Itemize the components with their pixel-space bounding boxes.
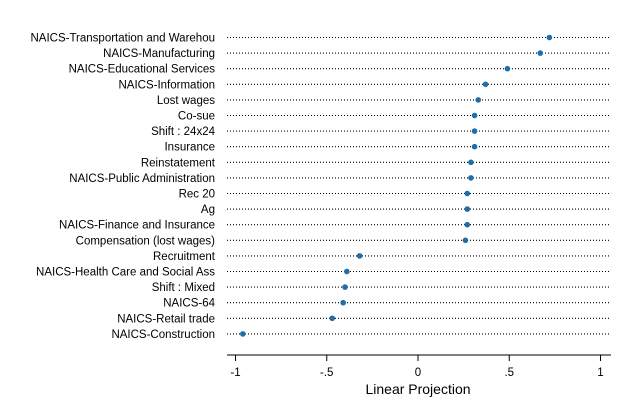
- category-label: NAICS-64: [163, 298, 215, 310]
- data-point: [537, 50, 544, 56]
- x-tick-label: 0: [415, 367, 421, 379]
- chart-row: Lost wages: [157, 95, 611, 107]
- category-label: NAICS-Educational Services: [69, 64, 216, 76]
- data-point: [329, 315, 336, 322]
- category-label: Shift : Mixed: [152, 282, 215, 294]
- data-point: [468, 175, 474, 181]
- chart-row: Compensation (lost wages): [76, 235, 611, 247]
- data-point: [342, 284, 348, 290]
- x-tick-label: -.5: [320, 367, 333, 379]
- category-label: Rec 20: [179, 189, 215, 201]
- chart-rows: NAICS-Transportation and Warehou NAICS-Ma…: [30, 33, 611, 341]
- chart-row: NAICS-Information: [118, 79, 611, 91]
- data-point: [344, 268, 350, 275]
- chart-row: Insurance: [164, 142, 611, 154]
- data-point: [475, 97, 482, 103]
- chart-row: NAICS-Construction: [111, 329, 611, 341]
- data-point: [471, 128, 478, 134]
- category-label: Recruitment: [153, 251, 216, 263]
- category-label: NAICS-Retail trade: [117, 313, 215, 325]
- data-point: [471, 112, 478, 119]
- chart-row: Ag: [201, 204, 611, 216]
- category-label: Compensation (lost wages): [76, 235, 216, 247]
- chart-row: Reinstatement: [141, 157, 611, 169]
- data-point: [468, 159, 474, 166]
- chart-row: NAICS-Health Care and Social Ass: [36, 267, 611, 279]
- category-label: NAICS-Construction: [111, 329, 215, 341]
- chart-row: NAICS-Public Administration: [69, 173, 611, 185]
- category-label: Co-sue: [178, 111, 215, 123]
- x-tick-label: 1: [597, 367, 603, 379]
- chart-row: Shift : 24x24: [151, 126, 611, 138]
- x-axis-ticks: -1 -.5 0 .5 1: [230, 355, 604, 379]
- chart-row: NAICS-Transportation and Warehou: [30, 33, 611, 45]
- data-point: [464, 206, 471, 212]
- data-point: [546, 34, 553, 41]
- x-tick-label: -1: [230, 367, 240, 379]
- chart-row: NAICS-Manufacturing: [103, 48, 611, 60]
- chart-row: NAICS-Retail trade: [117, 313, 611, 325]
- category-label: NAICS-Finance and Insurance: [59, 220, 215, 232]
- data-point: [471, 143, 478, 150]
- data-point: [462, 237, 469, 244]
- category-label: NAICS-Information: [118, 79, 215, 91]
- chart-row: NAICS-64: [163, 298, 611, 310]
- chart-row: NAICS-Educational Services: [69, 64, 611, 76]
- category-label: NAICS-Transportation and Warehou: [30, 33, 215, 45]
- category-label: NAICS-Public Administration: [69, 173, 215, 185]
- chart-row: Co-sue: [178, 111, 611, 123]
- category-label: NAICS-Manufacturing: [103, 48, 215, 60]
- data-point: [464, 221, 471, 228]
- x-tick-label: .5: [504, 367, 514, 379]
- category-label: NAICS-Health Care and Social Ass: [36, 267, 215, 279]
- data-point: [464, 190, 471, 197]
- data-point: [356, 253, 363, 259]
- data-point: [340, 299, 346, 306]
- category-label: Shift : 24x24: [151, 126, 216, 138]
- data-point: [482, 81, 489, 88]
- chart-row: Rec 20: [179, 189, 611, 201]
- category-label: Ag: [201, 204, 215, 216]
- category-label: Lost wages: [157, 95, 215, 107]
- data-point: [240, 331, 246, 337]
- x-axis-title: Linear Projection: [365, 381, 470, 397]
- chart-row: Recruitment: [153, 251, 611, 263]
- category-label: Insurance: [164, 142, 215, 154]
- chart-row: Shift : Mixed: [152, 282, 611, 294]
- category-label: Reinstatement: [141, 157, 216, 169]
- data-point: [504, 65, 511, 72]
- chart-row: NAICS-Finance and Insurance: [59, 220, 611, 232]
